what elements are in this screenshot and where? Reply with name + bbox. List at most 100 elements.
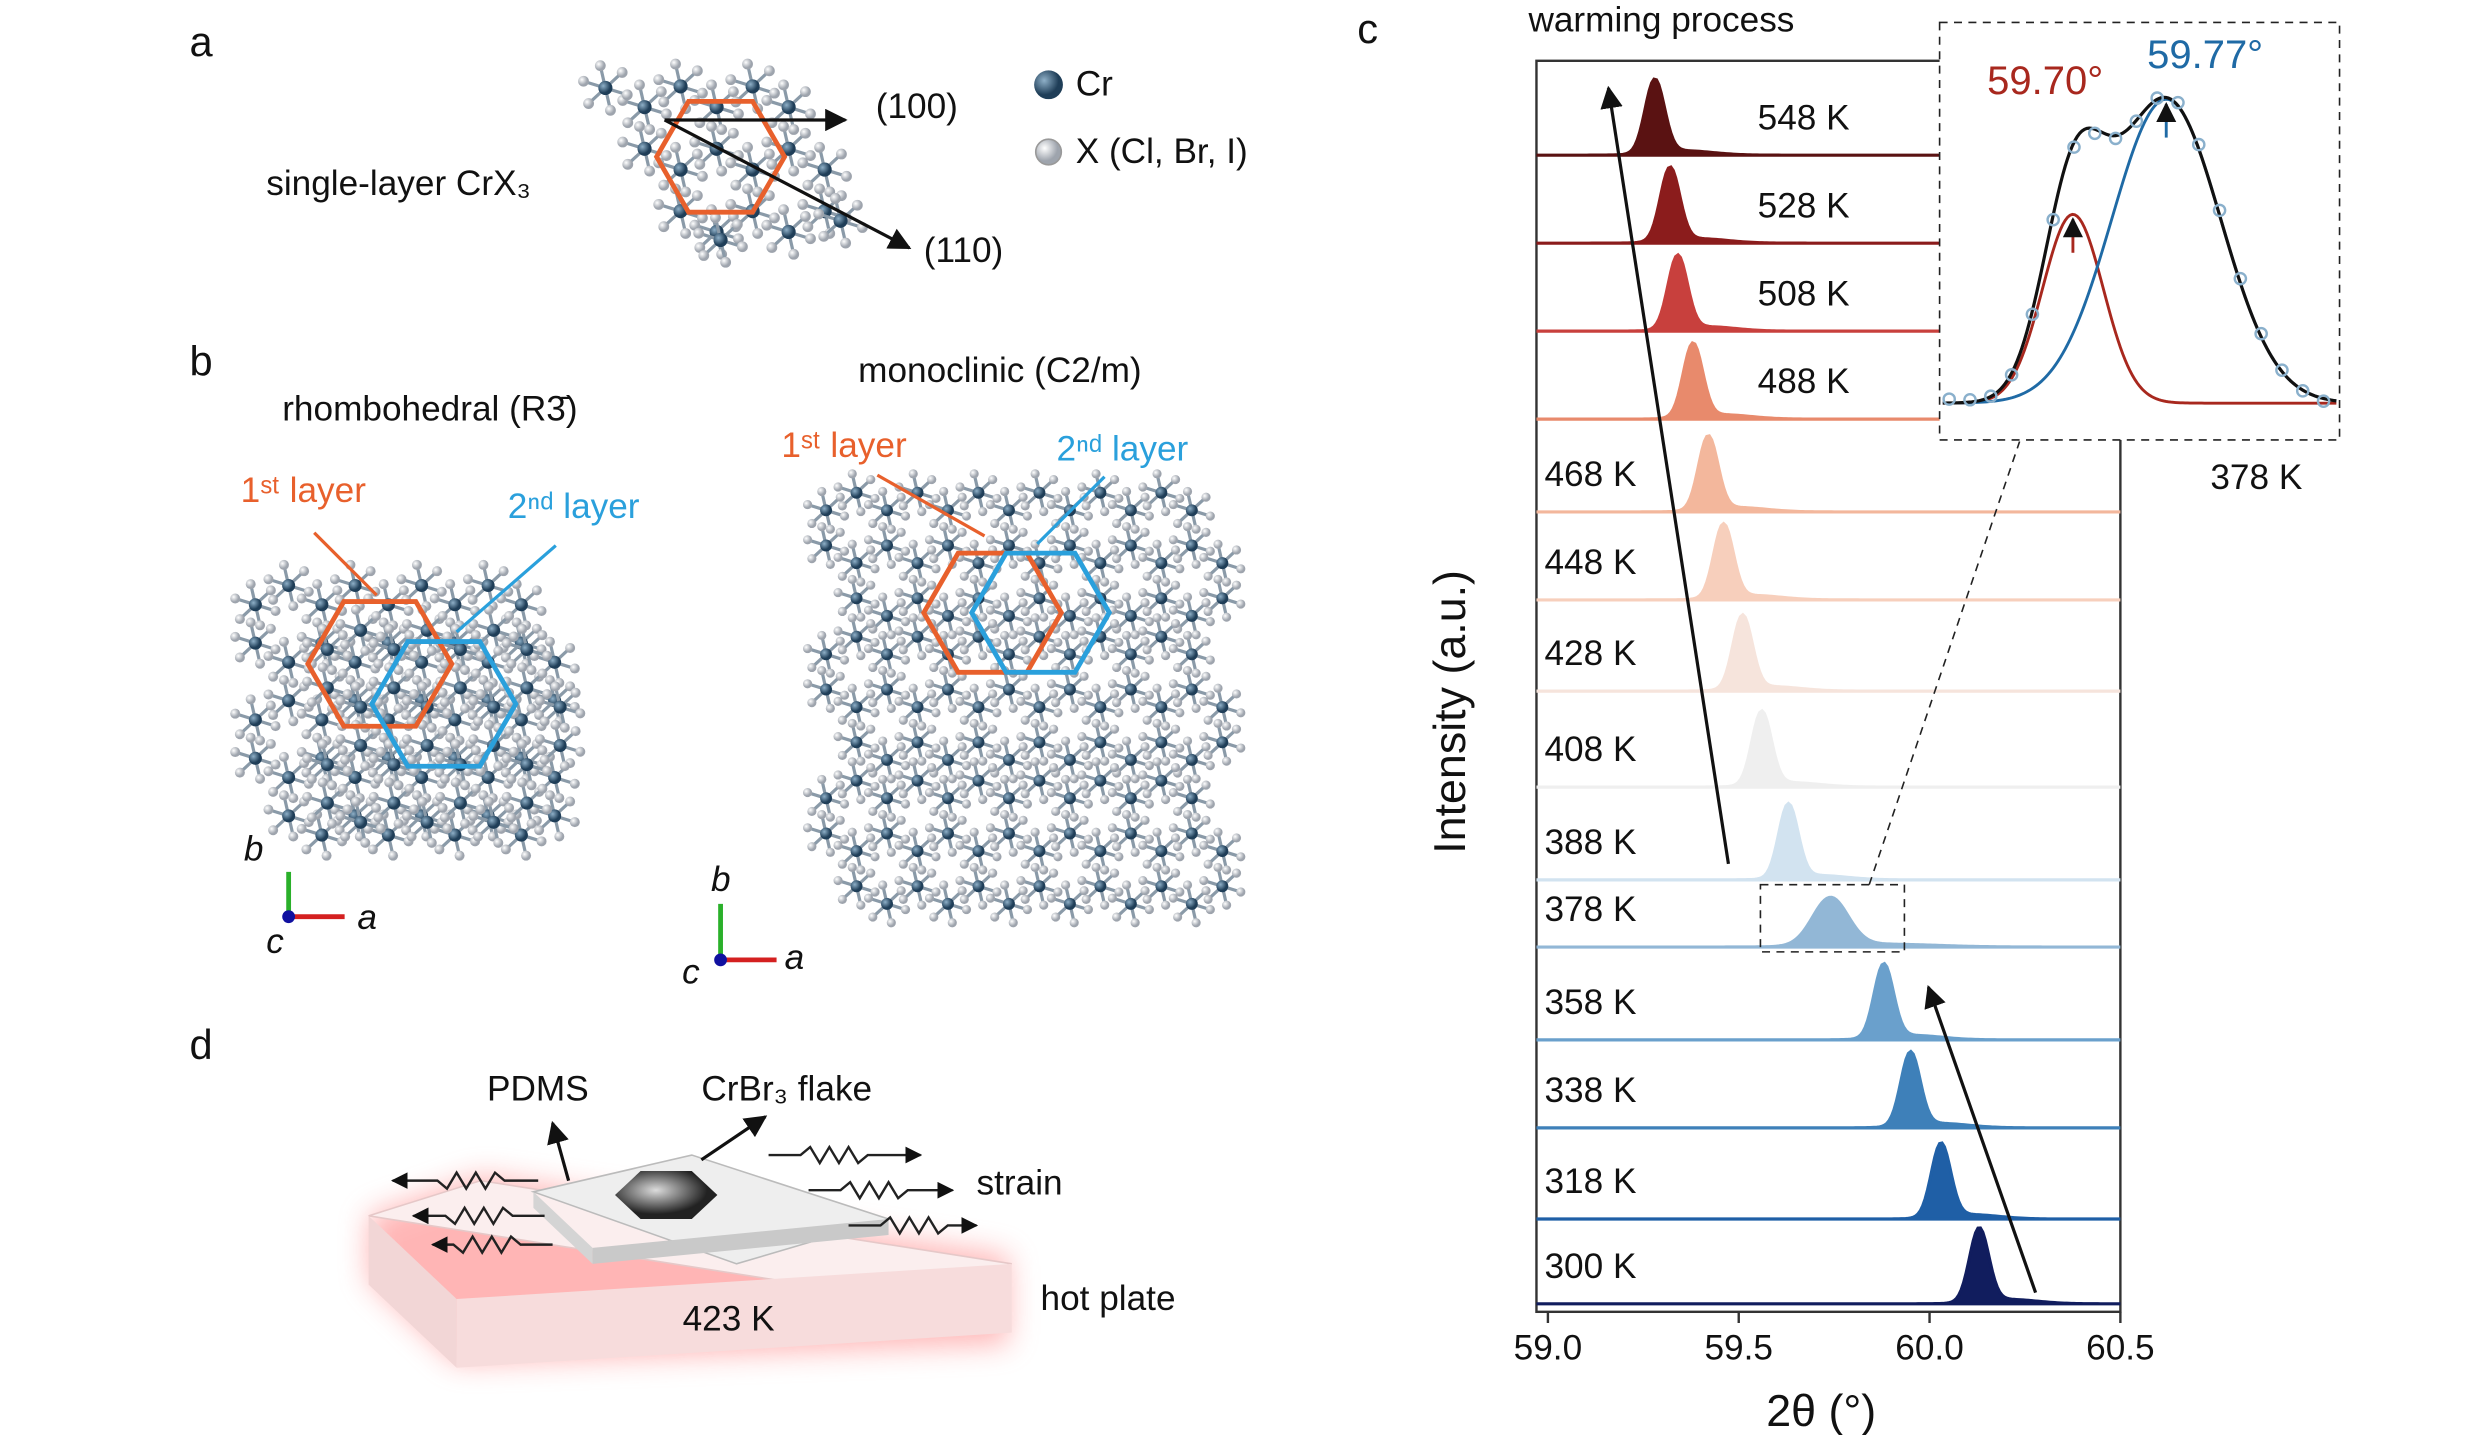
x-atom: [1222, 721, 1232, 731]
x-atom: [1173, 554, 1183, 564]
x-atom: [429, 593, 440, 604]
x-atom: [1142, 606, 1152, 617]
x-atom: [230, 593, 241, 604]
x-atom: [644, 124, 656, 135]
x-tick-label: 60.5: [2086, 1329, 2155, 1368]
x-atom: [1030, 757, 1040, 767]
cr-atom: [453, 642, 467, 657]
x-atom: [1081, 606, 1091, 617]
x-atom: [1061, 810, 1071, 820]
x-atom: [927, 833, 937, 843]
panel-label: b: [189, 338, 212, 385]
x-atom: [434, 844, 445, 855]
cr-atom: [520, 796, 534, 810]
x-atom: [1170, 833, 1181, 843]
x-atom: [1130, 847, 1140, 857]
x-atom: [658, 179, 670, 191]
x-atom: [1008, 524, 1018, 534]
x-atom: [825, 703, 835, 713]
cr-atom: [1124, 648, 1137, 661]
x-atom: [1191, 703, 1201, 713]
x-atom: [825, 812, 835, 822]
x-atom: [803, 679, 813, 689]
cr-atom: [942, 753, 954, 766]
x-atom: [992, 599, 1002, 609]
x-atom: [1205, 905, 1215, 915]
series-label: 408 K: [1544, 730, 1636, 769]
x-atom: [531, 585, 542, 596]
x-atom: [268, 786, 279, 797]
x-atom: [985, 893, 996, 903]
x-atom: [301, 729, 312, 740]
x-atom: [1142, 645, 1152, 655]
cr-atom: [1124, 609, 1137, 622]
x-atom: [1077, 696, 1087, 706]
cr-atom: [820, 539, 833, 552]
x-atom: [1201, 780, 1211, 790]
x-atom: [1046, 535, 1056, 545]
pointer: [876, 473, 986, 538]
cr-atom: [781, 100, 796, 115]
x-atom: [917, 900, 927, 910]
x-atom: [1039, 612, 1049, 622]
plot-frame: [1535, 59, 2122, 1314]
x-atom: [929, 806, 939, 817]
x-atom: [742, 141, 753, 153]
x-atom: [1079, 886, 1089, 896]
peak-label: 59.70°: [1987, 59, 2103, 103]
x-atom: [1083, 511, 1093, 521]
x-atom: [401, 811, 412, 822]
cr-atom: [548, 655, 562, 669]
x-atom: [927, 689, 937, 699]
x-atom: [544, 790, 555, 801]
x-atom: [863, 787, 874, 798]
x-atom: [1122, 630, 1132, 641]
x-atom: [927, 868, 937, 878]
x-atom: [939, 880, 949, 890]
x-atom: [870, 708, 880, 718]
x-atom: [401, 619, 412, 630]
x-atom: [847, 469, 857, 479]
x-atom: [478, 559, 489, 570]
x-atom: [1114, 781, 1124, 791]
x-atom: [1152, 757, 1162, 767]
direction-label: (100): [876, 87, 958, 126]
x-atom: [1152, 613, 1162, 623]
diffraction-peak: [1536, 708, 2121, 789]
panel-label: c: [1357, 5, 1378, 52]
x-atom: [716, 124, 728, 135]
x-atom: [947, 630, 957, 640]
x-atom: [337, 783, 348, 794]
x-atom: [833, 696, 843, 706]
x-atom: [1152, 862, 1162, 872]
trend-arrow: [1600, 85, 1731, 865]
x-atom: [306, 774, 317, 785]
x-atom: [1100, 865, 1110, 875]
x-atom: [1100, 756, 1110, 766]
x-atom: [404, 630, 415, 641]
cr-atom: [1033, 774, 1046, 787]
x-atom: [575, 708, 586, 719]
x-atom: [894, 732, 904, 742]
x-atom: [373, 774, 384, 785]
cr-atom: [942, 609, 954, 622]
x-atom: [835, 780, 845, 790]
cr-atom: [248, 598, 262, 612]
x-atom: [807, 662, 817, 673]
x-atom: [835, 492, 845, 502]
x-atom: [1083, 761, 1093, 771]
data-point: [1942, 392, 1957, 406]
cr-atom: [942, 539, 954, 552]
x-atom: [908, 862, 918, 872]
x-atom: [706, 79, 717, 91]
cr-atom: [911, 880, 924, 893]
x-atom: [725, 157, 737, 169]
x-atom: [1236, 599, 1246, 609]
chart-title: warming process: [1527, 1, 1794, 40]
x-atom: [1107, 893, 1117, 903]
x-atom: [460, 780, 471, 791]
x-atom: [866, 545, 876, 555]
series-label: 378 K: [1544, 890, 1636, 929]
x-atom: [1199, 840, 1209, 850]
cr-atom: [514, 713, 528, 727]
